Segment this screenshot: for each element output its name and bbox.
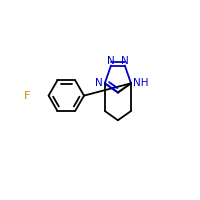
Text: N: N — [107, 56, 115, 66]
Text: N: N — [121, 56, 129, 66]
Text: N: N — [95, 78, 102, 88]
Text: NH: NH — [133, 78, 149, 88]
Text: F: F — [23, 91, 30, 101]
